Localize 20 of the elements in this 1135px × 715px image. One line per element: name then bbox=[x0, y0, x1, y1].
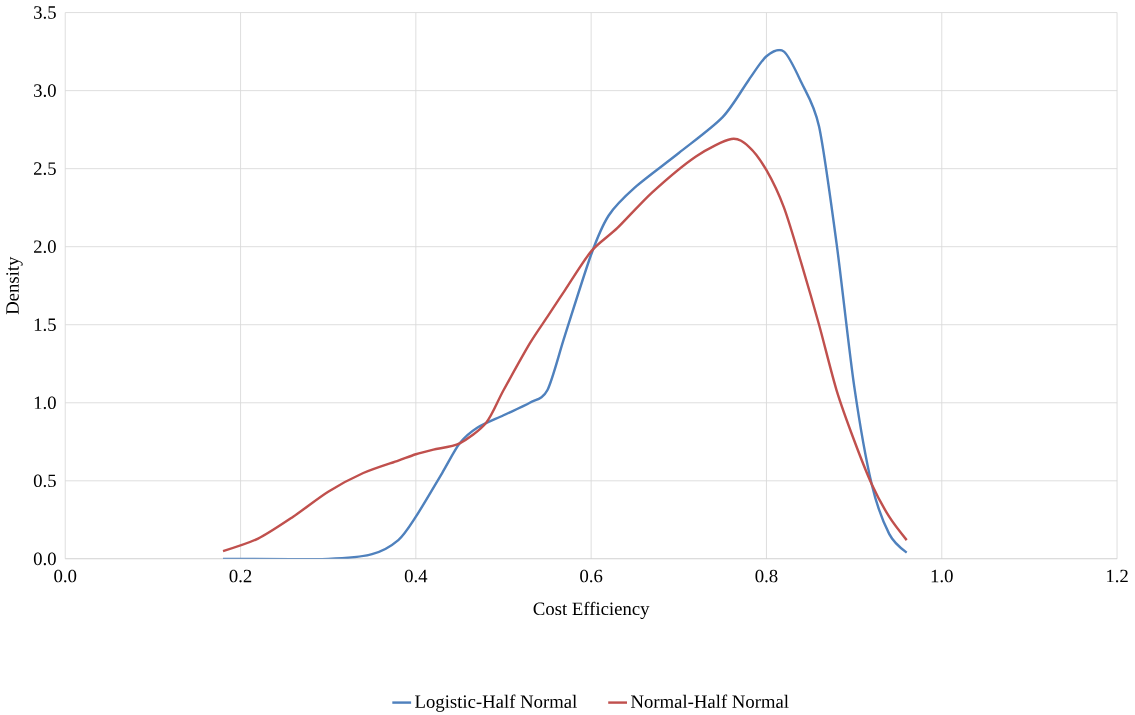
y-axis-title: Density bbox=[6, 256, 23, 315]
y-tick-label: 0.0 bbox=[33, 552, 56, 566]
y-tick-label: 2.5 bbox=[34, 162, 56, 175]
y-tick-label: 2.0 bbox=[34, 240, 56, 254]
legend-label: Logistic-Half Normal bbox=[415, 694, 577, 712]
y-tick-label: 0.5 bbox=[33, 474, 56, 488]
x-tick-label: 0.8 bbox=[755, 569, 778, 583]
x-tick-label: 1.0 bbox=[931, 569, 953, 583]
x-tick-label: 0.4 bbox=[404, 569, 428, 583]
x-tick-label: 1.2 bbox=[1107, 569, 1128, 583]
y-tick-label: 3.5 bbox=[34, 6, 56, 19]
line-series bbox=[221, 137, 908, 553]
legend-label: Normal-Half Normal bbox=[630, 694, 789, 708]
y-tick-label: 3.0 bbox=[34, 84, 56, 97]
x-axis-title: Cost Efficiency bbox=[533, 601, 650, 619]
x-tick-label: 0.6 bbox=[580, 569, 603, 583]
y-tick-label: 1.0 bbox=[34, 396, 56, 410]
x-tick-label: 0.0 bbox=[54, 569, 77, 583]
x-tick-label: 0.2 bbox=[229, 569, 252, 583]
y-tick-label: 1.5 bbox=[34, 318, 56, 332]
